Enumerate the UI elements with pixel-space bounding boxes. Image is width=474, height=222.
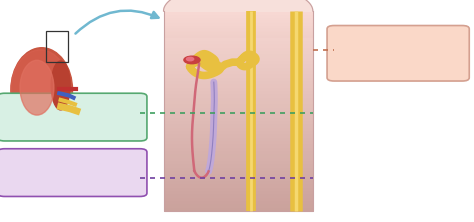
FancyBboxPatch shape xyxy=(327,26,469,81)
Ellipse shape xyxy=(51,61,70,110)
Bar xyxy=(164,44,313,48)
Bar xyxy=(164,22,313,23)
Bar xyxy=(164,181,313,184)
Bar xyxy=(164,198,313,201)
Bar xyxy=(164,51,313,54)
Bar xyxy=(164,141,313,144)
Bar xyxy=(164,174,313,178)
Bar xyxy=(164,154,313,158)
Bar xyxy=(164,101,313,104)
Bar xyxy=(164,31,313,34)
Bar xyxy=(164,184,313,188)
Bar xyxy=(164,191,313,194)
FancyBboxPatch shape xyxy=(0,149,147,196)
Bar xyxy=(164,108,313,111)
Bar xyxy=(164,34,313,38)
Bar xyxy=(164,98,313,101)
Bar xyxy=(164,48,313,51)
Bar xyxy=(164,161,313,164)
Bar xyxy=(164,164,313,168)
Bar xyxy=(164,31,313,32)
Bar xyxy=(164,178,313,181)
Bar xyxy=(164,124,313,128)
Bar xyxy=(164,35,313,36)
Bar xyxy=(164,84,313,88)
Bar xyxy=(164,61,313,64)
Bar xyxy=(164,24,313,26)
Bar xyxy=(164,15,313,16)
Bar xyxy=(164,111,313,114)
Ellipse shape xyxy=(11,50,70,130)
Bar xyxy=(164,14,313,15)
Bar xyxy=(164,148,313,151)
Bar xyxy=(164,78,313,81)
Bar xyxy=(164,18,313,21)
Bar xyxy=(164,128,313,131)
Bar xyxy=(164,188,313,191)
Bar xyxy=(164,204,313,208)
Bar xyxy=(164,30,313,31)
Bar xyxy=(164,94,313,98)
Bar xyxy=(164,151,313,154)
Bar xyxy=(164,134,313,138)
Bar xyxy=(164,58,313,61)
Bar xyxy=(164,21,313,24)
Bar xyxy=(164,131,313,134)
Polygon shape xyxy=(164,0,313,11)
Bar xyxy=(164,12,313,14)
Bar xyxy=(164,34,313,35)
Bar xyxy=(164,121,313,124)
Bar xyxy=(164,194,313,198)
Bar xyxy=(164,201,313,204)
Ellipse shape xyxy=(20,60,54,115)
Bar xyxy=(164,16,313,18)
Bar xyxy=(164,114,313,118)
Circle shape xyxy=(186,57,194,61)
Bar xyxy=(164,11,313,14)
Bar xyxy=(164,118,313,121)
Bar xyxy=(164,20,313,22)
Bar xyxy=(164,26,313,27)
Bar xyxy=(164,104,313,108)
Bar xyxy=(164,71,313,74)
Bar xyxy=(164,38,313,41)
Bar xyxy=(164,158,313,161)
Bar xyxy=(164,28,313,31)
Bar xyxy=(164,144,313,148)
Bar xyxy=(164,74,313,78)
Bar xyxy=(164,19,313,20)
Bar xyxy=(164,11,313,12)
Bar xyxy=(164,68,313,71)
Bar xyxy=(164,36,313,38)
Bar xyxy=(164,24,313,28)
Ellipse shape xyxy=(11,48,73,132)
Bar xyxy=(164,32,313,34)
Bar xyxy=(164,18,313,19)
Bar xyxy=(164,54,313,58)
Bar xyxy=(164,171,313,174)
Bar xyxy=(164,28,313,30)
Bar xyxy=(164,208,313,211)
Bar xyxy=(164,41,313,44)
Bar xyxy=(164,64,313,68)
Circle shape xyxy=(184,56,200,64)
Bar xyxy=(164,23,313,24)
Bar xyxy=(164,168,313,171)
Bar xyxy=(164,14,313,18)
Bar xyxy=(164,91,313,94)
Bar xyxy=(164,27,313,28)
Bar xyxy=(164,88,313,91)
Bar xyxy=(164,81,313,84)
FancyBboxPatch shape xyxy=(0,93,147,141)
Bar xyxy=(164,138,313,141)
